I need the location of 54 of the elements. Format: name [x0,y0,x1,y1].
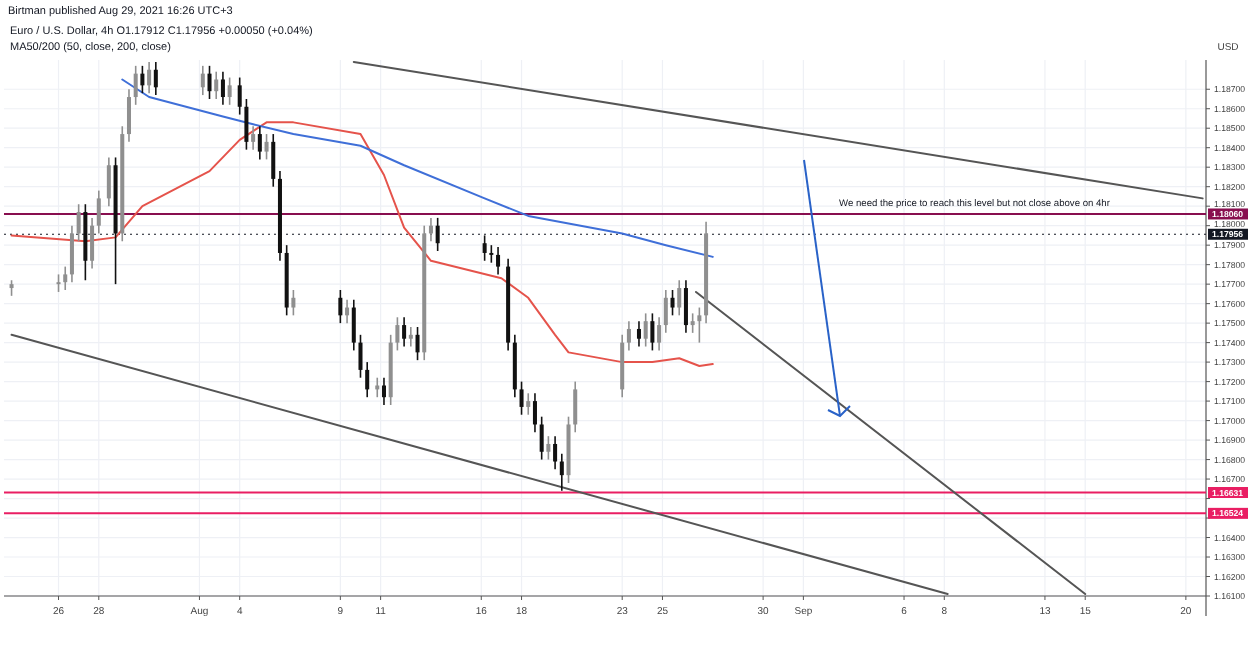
candlestick [106,156,111,207]
line-series [121,78,714,258]
candlestick [677,279,682,317]
candlestick [207,65,212,100]
candlestick [670,289,675,317]
candlestick [90,217,95,270]
candlestick [663,289,668,334]
candlestick [200,65,205,96]
candlestick [482,234,487,262]
candlestick [147,61,152,94]
candlestick [214,70,219,100]
candlestick [291,289,296,317]
candlestick [264,133,269,161]
candlestick [532,392,537,434]
candlestick [63,265,68,291]
candlestick [636,320,641,348]
candlestick [553,435,558,471]
candlestick [657,316,662,352]
candlestick [643,312,648,348]
candlestick [539,415,544,461]
candlestick [345,298,350,324]
candlestick [697,306,702,344]
candlestick [227,76,232,106]
candlestick [257,125,262,161]
candlestick [69,224,74,283]
candlestick [251,125,256,151]
candlestick [496,246,501,276]
candlestick [96,189,101,235]
candlestick [512,334,517,398]
candlestick [650,312,655,352]
candlestick [140,65,145,94]
candlestick [402,316,407,348]
candlestick [271,133,276,188]
candlestick [375,376,380,398]
candlestick [620,334,625,398]
candlestick [338,289,343,324]
candlestick [395,316,400,352]
candlestick [526,392,531,416]
candlestick [220,70,225,106]
candlestick [519,380,524,416]
candlestick [435,217,440,252]
candlestick [626,320,631,352]
candlestick [126,88,131,143]
candlestick [559,452,564,492]
candlestick [415,326,420,361]
candlestick [546,435,551,461]
candlestick [76,203,81,243]
candlestick [133,65,138,106]
candlestick [690,312,695,334]
candlestick [381,376,386,406]
candlestick [408,326,413,348]
candlestick [683,279,688,334]
candlestick [153,61,158,96]
candlestick [428,217,433,243]
